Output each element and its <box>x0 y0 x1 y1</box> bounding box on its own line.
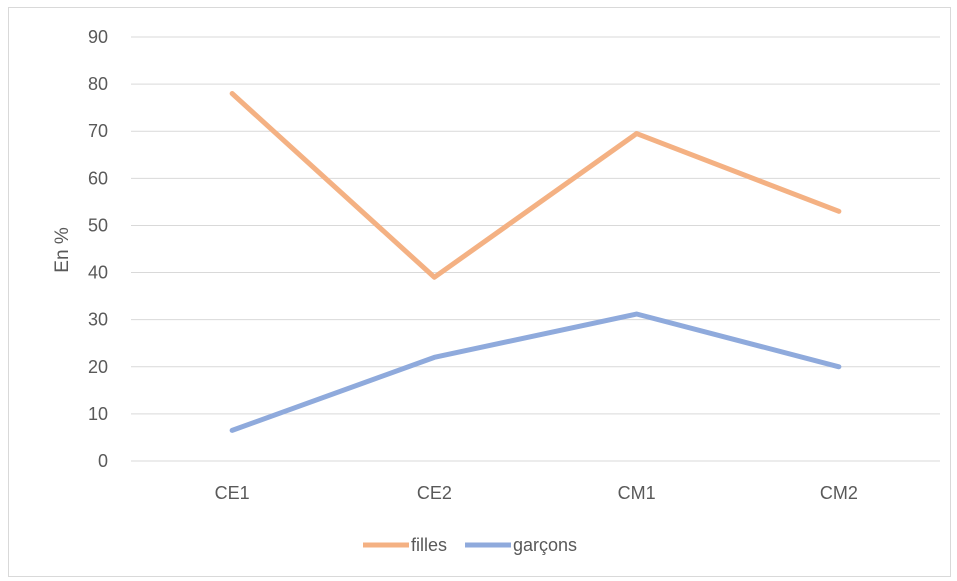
y-axis-ticks: 0 10 20 30 40 50 60 70 80 90 <box>88 27 108 471</box>
y-tick-label: 60 <box>88 168 108 188</box>
y-tick-label: 0 <box>98 451 108 471</box>
legend-label: garçons <box>513 535 577 555</box>
series-lines <box>229 91 842 433</box>
x-axis-categories: CE1 CE2 CM1 CM2 <box>215 483 858 503</box>
y-axis-title: En % <box>52 227 73 273</box>
x-category-label: CM1 <box>618 483 656 503</box>
legend: filles garçons <box>363 535 577 555</box>
y-tick-label: 90 <box>88 27 108 47</box>
y-tick-label: 50 <box>88 215 108 235</box>
x-category-label: CE2 <box>417 483 452 503</box>
legend-label: filles <box>411 535 447 555</box>
y-tick-label: 40 <box>88 263 108 283</box>
y-tick-label: 20 <box>88 357 108 377</box>
x-category-label: CE1 <box>215 483 250 503</box>
y-tick-label: 80 <box>88 74 108 94</box>
y-tick-label: 30 <box>88 310 108 330</box>
series-line-filles <box>229 91 842 280</box>
gridlines <box>131 36 940 462</box>
chart-frame <box>8 7 951 577</box>
x-category-label: CM2 <box>820 483 858 503</box>
y-tick-label: 10 <box>88 404 108 424</box>
y-tick-label: 70 <box>88 121 108 141</box>
series-line-garçons <box>229 311 842 433</box>
